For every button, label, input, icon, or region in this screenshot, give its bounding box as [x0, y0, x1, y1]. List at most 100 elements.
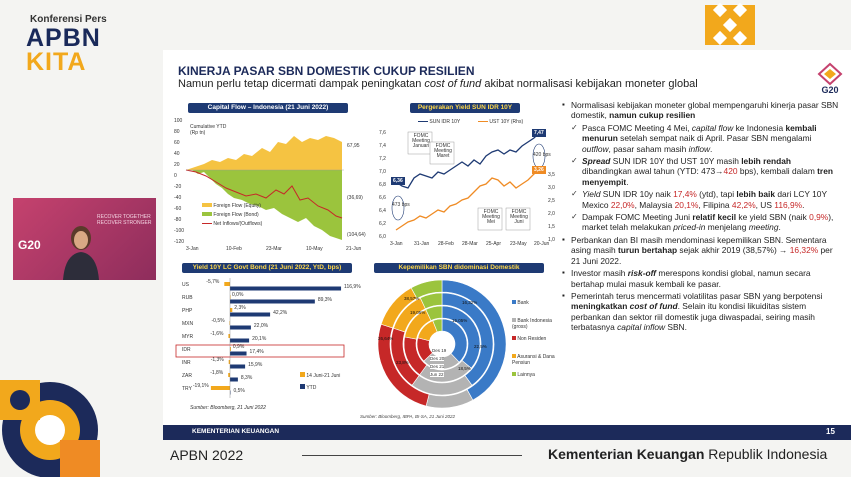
cf-unit-label: Cumulative YTD [190, 124, 227, 130]
capital-flow-chart [172, 114, 362, 254]
yield-left-tick: 7,6 [379, 130, 386, 136]
bullet-point: Normalisasi kebijakan moneter global mem… [562, 100, 840, 121]
cf-y-tick: 100 [174, 118, 183, 124]
cf-y-tick: -60 [174, 206, 182, 212]
gb-country-label: IDR [182, 347, 191, 353]
cf-end-label-net: (36,69) [347, 195, 363, 201]
gb-week-label: -5,7% [206, 279, 220, 285]
donut-slice [410, 279, 443, 299]
sun-end-label: 7,47 [534, 130, 544, 136]
ownership-legend-item: Non Residen [512, 336, 556, 342]
bullet-point: Pemerintah terus mencermati volatilitas … [562, 291, 840, 333]
recover-tagline: RECOVER TOGETHER RECOVER STRONGER [97, 214, 152, 226]
cf-y-tick: 0 [174, 173, 177, 179]
ust-end-label: 3,26 [534, 167, 544, 173]
ownership-donut-chart [377, 279, 507, 409]
gb-country-label: RUB [182, 295, 193, 301]
govt-bond-title: Yield 10Y LC Govt Bond (21 Juni 2022, Yt… [182, 263, 352, 273]
page-number: 15 [826, 427, 835, 436]
gb-ytd-bar [230, 351, 247, 356]
capital-flow-title: Capital Flow – Indonesia (21 Juni 2022) [188, 103, 348, 113]
gb-ytd-label: 20,1% [252, 336, 267, 342]
yield-x-tick: 23-May [510, 241, 527, 247]
cf-end-label-equity: 67,95 [347, 143, 360, 149]
yield-chart-title: Pergerakan Yield SUN IDR 10Y [410, 103, 520, 113]
cf-y-tick: -100 [174, 228, 185, 234]
cf-x-tick: 23-Mar [266, 246, 282, 252]
yield-left-tick: 7,2 [379, 156, 386, 162]
ownership-ring-label: Des 21 [430, 364, 445, 369]
cf-legend-net: Net Inflows/(Outflows) [202, 221, 262, 227]
cf-unit-label-2: (Rp tn) [190, 130, 206, 136]
ownership-slice-label: 38,57% [404, 296, 420, 301]
gb-week-label: 0,0% [232, 292, 244, 298]
gb-week-label: -0,5% [211, 318, 225, 324]
gb-country-label: MXN [182, 321, 194, 327]
cf-y-tick: -120 [174, 239, 185, 245]
gb-country-label: TRY [182, 386, 192, 392]
ownership-legend-item: Asuransi & Dana Pensiun [512, 354, 555, 366]
gb-week-bar [230, 295, 231, 299]
gb-week-bar [230, 308, 233, 312]
yield-right-tick: 3,0 [548, 185, 555, 191]
slide-subtitle: Namun perlu tetap dicermati dampak penin… [178, 78, 698, 90]
yield-x-tick: 28-Mar [462, 241, 478, 247]
slide-footer-bar [163, 425, 851, 440]
g20-text: G20 [18, 238, 41, 252]
govt-bond-chart [175, 278, 345, 398]
fomc-mar-label: FOMC Meeting Maret [434, 143, 452, 159]
gb-ytd-label: 15,9% [248, 362, 263, 368]
gb-week-label: -1,3% [210, 357, 224, 363]
gb-ytd-bar [230, 286, 342, 291]
gb-ytd-bar [230, 312, 271, 317]
ownership-slice-label: 18,5% [458, 366, 471, 371]
bullet-point: Dampak FOMC Meeting Juni relatif kecil k… [562, 212, 840, 233]
gb-ytd-label: 0,5% [233, 388, 245, 394]
gb-ytd-bar [230, 325, 251, 330]
gb-week-label: -19,1% [192, 383, 209, 389]
slide-source: Sumber: Bloomberg, IBPA, BI-SA, 21 Juni … [360, 414, 455, 419]
gb-ytd-bar [230, 390, 231, 395]
gb-week-bar [210, 386, 230, 390]
g20-logo: G20 [817, 62, 843, 95]
bullet-point: Pasca FOMC Meeting 4 Mei, capital flow k… [562, 123, 840, 154]
ownership-slice-label: 23,8% [396, 360, 409, 365]
bottom-apbn-label: APBN 2022 [170, 447, 244, 463]
video-tile[interactable]: G20 RECOVER TOGETHER RECOVER STRONGER [13, 198, 156, 280]
cf-y-tick: 40 [174, 151, 180, 157]
ownership-slice-label: 16,32% [462, 300, 478, 305]
ownership-legend-item: Lainnya [512, 372, 556, 378]
cf-y-tick: -40 [174, 195, 182, 201]
gb-ytd-bar [230, 338, 250, 343]
donut-slice [419, 292, 443, 310]
yield-x-tick: 3-Jan [390, 241, 403, 247]
yield-x-tick: 20-Jun [534, 241, 550, 247]
cf-y-tick: -80 [174, 217, 182, 223]
yield-left-tick: 7,4 [379, 143, 386, 149]
bullet-point: Spread SUN IDR 10Y thd UST 10Y masih leb… [562, 156, 840, 187]
yield-legend-sun: SUN IDR 10Y [418, 119, 460, 125]
gb-source: Sumber: Bloomberg, 21 Juni 2022 [190, 405, 266, 411]
yield-left-tick: 6,0 [379, 234, 386, 240]
ownership-slice-label: 26,64% [378, 336, 394, 341]
sun-yield-line [395, 133, 539, 189]
yield-right-tick: 3,5 [548, 172, 555, 178]
brand-kita: KITA [26, 48, 87, 76]
fomc-jan-label: FOMC Meeting Januari [412, 133, 430, 149]
decorative-pattern-top [705, 2, 755, 46]
yield-right-tick: 1,5 [548, 224, 555, 230]
svg-text:G20: G20 [821, 85, 838, 95]
gb-week-label: 2,3% [234, 305, 246, 311]
yield-left-tick: 7,0 [379, 169, 386, 175]
gb-country-label: US [182, 282, 189, 288]
cf-y-tick: -20 [174, 184, 182, 190]
bullet-point: Yield SUN IDR 10y naik 17,4% (ytd), tapi… [562, 189, 840, 210]
gb-ytd-label: 17,4% [249, 349, 264, 355]
gb-legend-week: 14 Juni-21 Juni [300, 372, 340, 379]
gb-legend-ytd: YTD [300, 384, 316, 391]
yield-left-tick: 6,2 [379, 221, 386, 227]
key-points-list: Normalisasi kebijakan moneter global mem… [562, 100, 840, 335]
brand-apbn: APBN [26, 24, 101, 52]
gb-week-bar [229, 321, 230, 325]
yield-left-tick: 6,4 [379, 208, 386, 214]
